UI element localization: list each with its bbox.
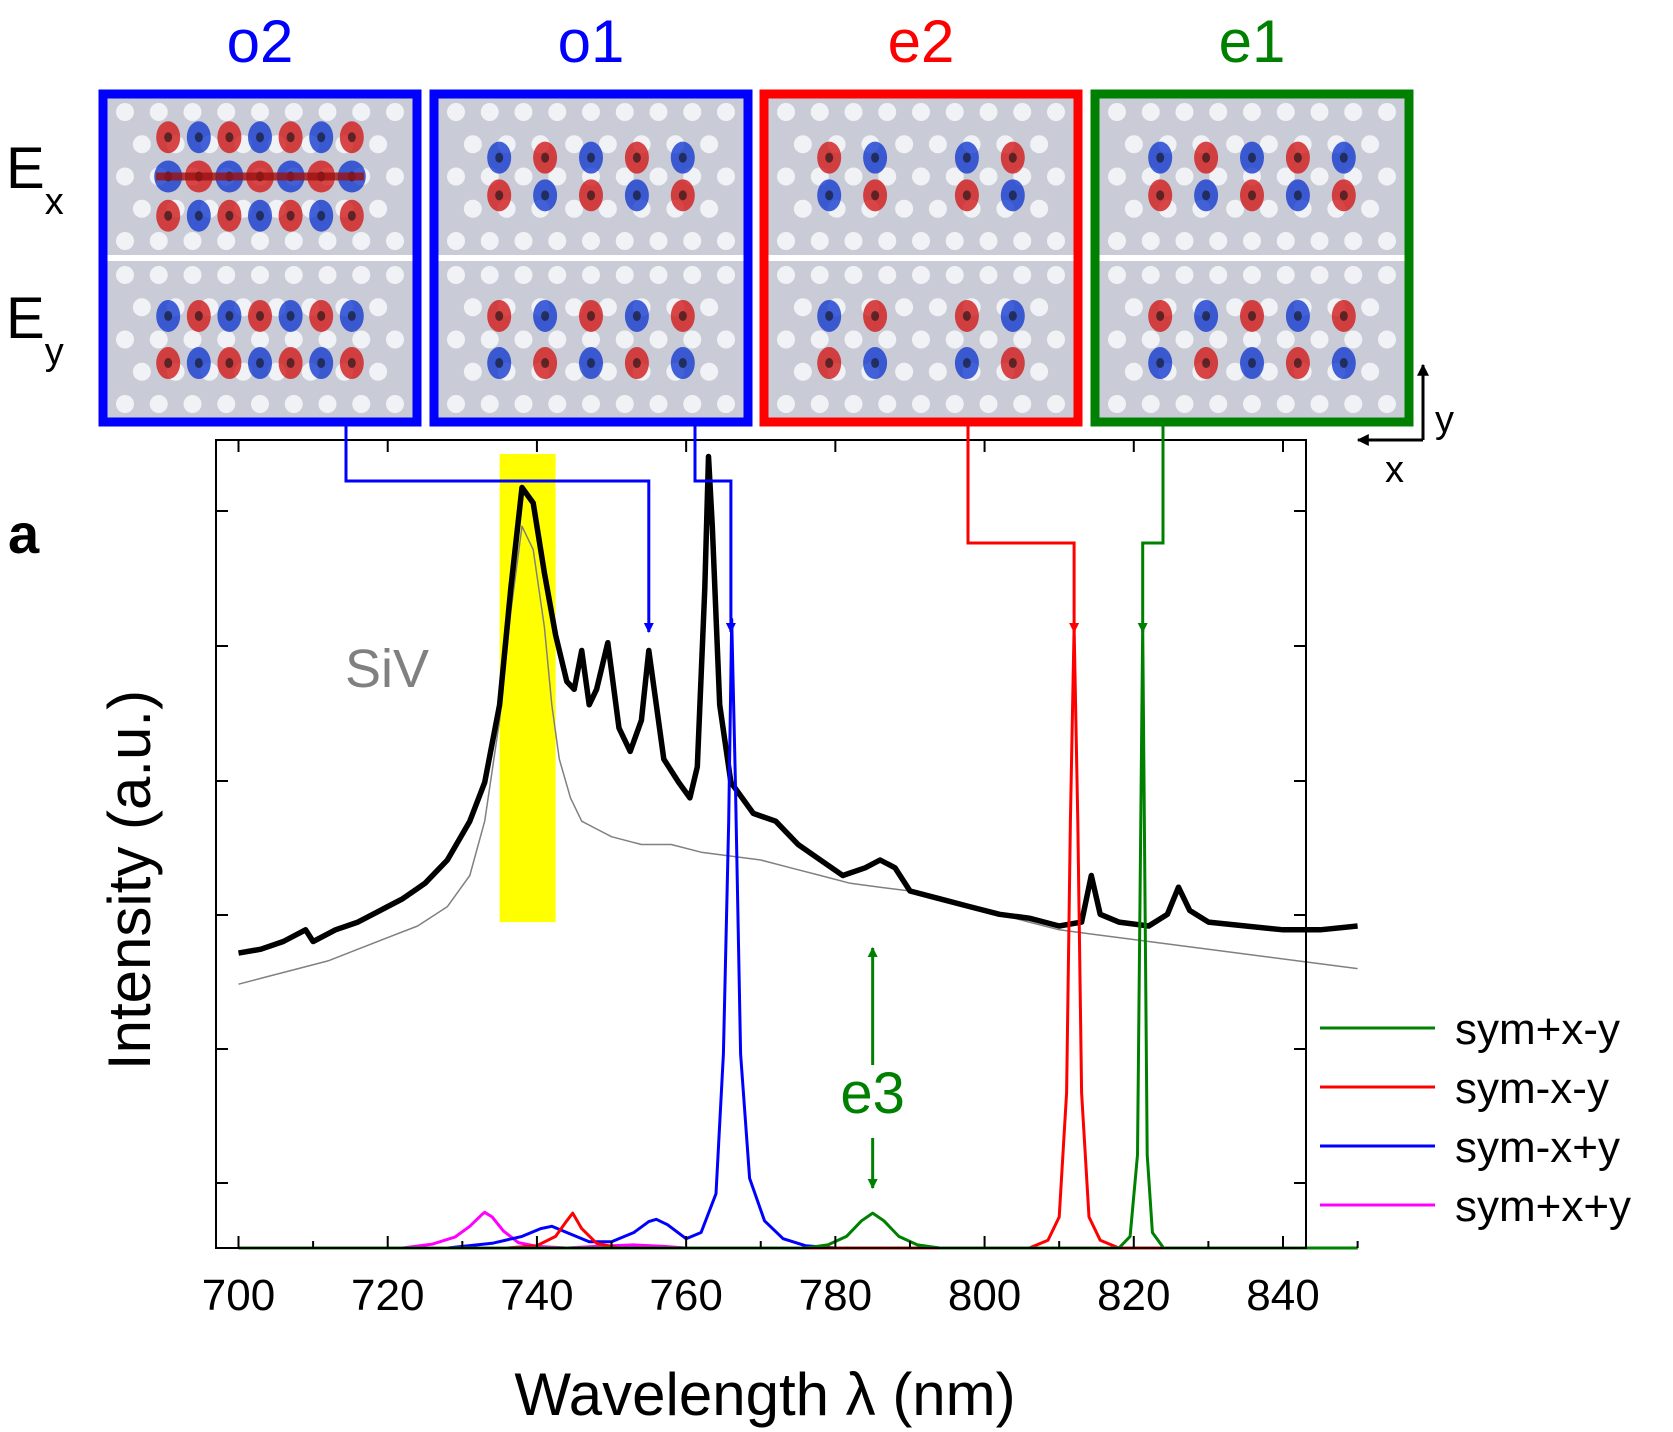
ey-row-label: Ey — [6, 286, 64, 373]
ex-row-label: Ex — [6, 136, 64, 223]
y-axis-title: Intensity (a.u.) — [96, 690, 163, 1070]
x-tick-label: 780 — [799, 1271, 872, 1320]
legend: sym+x-y sym-x-y sym-x+y sym+x+y — [1320, 1005, 1631, 1231]
x-tick-label: 740 — [500, 1271, 573, 1320]
mode-connectors — [344, 425, 1165, 633]
mode-panel-title: e1 — [1219, 8, 1286, 75]
mode-panel-border — [1090, 89, 1414, 427]
axis-glyph-x: x — [1385, 449, 1404, 491]
series-sym-x+y — [238, 617, 1358, 1250]
series-sym-x-y — [238, 625, 1358, 1250]
mode-panel-title: e2 — [888, 8, 955, 75]
connector-e2 — [966, 425, 1080, 633]
connector-o1 — [693, 425, 736, 633]
plot-frame — [215, 439, 1359, 1249]
series-siv-reference — [238, 525, 1358, 985]
legend-label: sym-x-y — [1455, 1064, 1609, 1113]
x-tick-labels: 700 720 740 760 780 800 820 840 — [202, 1271, 1320, 1320]
axis-glyph-y: y — [1435, 399, 1454, 441]
e3-annotation: e3 — [840, 947, 905, 1189]
mode-panel-o2: o2 — [98, 8, 422, 427]
x-tick-label: 700 — [202, 1271, 275, 1320]
mode-panel-title: o1 — [558, 8, 625, 75]
mode-panel-title: o2 — [227, 8, 294, 75]
x-axis-title: Wavelength λ (nm) — [514, 1361, 1015, 1428]
series-measured-pl — [238, 453, 1358, 956]
panel-label: a — [8, 502, 40, 565]
x-tick-label: 720 — [351, 1271, 424, 1320]
x-tick-label: 760 — [649, 1271, 722, 1320]
x-tick-label: 820 — [1097, 1271, 1170, 1320]
legend-label: sym+x-y — [1455, 1005, 1620, 1054]
mode-panel-o1: o1 — [429, 8, 753, 427]
orientation-axes-icon: y x — [1356, 363, 1454, 491]
connector-e1 — [1137, 425, 1165, 633]
siv-annotation: SiV — [345, 639, 429, 699]
mode-panels: o2 o1 e2 e1 — [98, 8, 1414, 427]
legend-label: sym+x+y — [1455, 1182, 1631, 1231]
legend-label: sym-x+y — [1455, 1123, 1620, 1172]
mode-panel-border — [759, 89, 1083, 427]
x-tick-label: 840 — [1246, 1271, 1319, 1320]
siv-highlight-band — [499, 454, 556, 923]
e3-label: e3 — [840, 1061, 905, 1126]
series-sym+x-y — [238, 625, 1358, 1250]
mode-panel-border — [98, 89, 422, 427]
mode-panel-e2: e2 — [759, 8, 1083, 427]
connector-o2 — [344, 425, 654, 633]
series-sym+x+y — [238, 1210, 1358, 1250]
x-tick-label: 800 — [948, 1271, 1021, 1320]
mode-panel-e1: e1 — [1090, 8, 1414, 427]
plot-curves — [238, 453, 1358, 1250]
mode-panel-border — [429, 89, 753, 427]
